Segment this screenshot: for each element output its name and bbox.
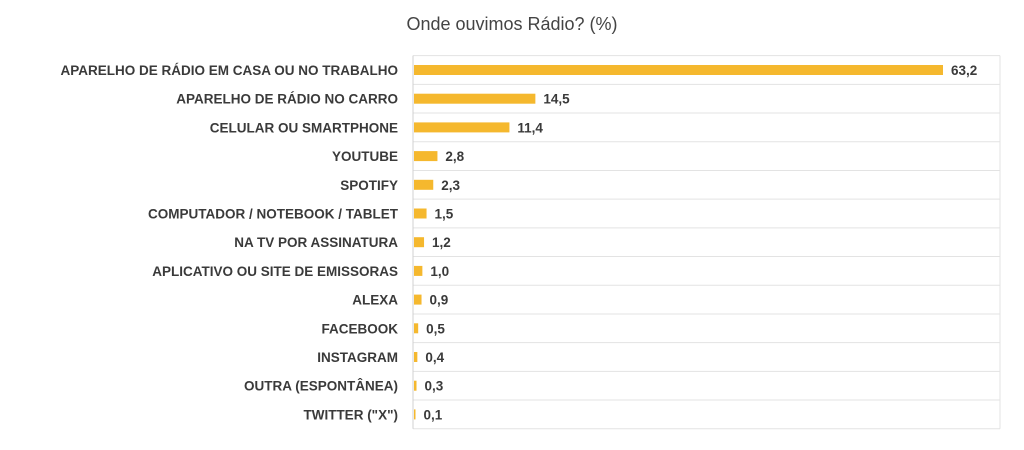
category-label: TWITTER ("X"): [303, 407, 398, 422]
category-label: FACEBOOK: [321, 321, 398, 336]
data-label: 1,0: [430, 264, 449, 279]
data-label: 1,5: [435, 207, 454, 222]
bar: [414, 208, 427, 219]
bar: [414, 380, 417, 391]
bar: [414, 265, 423, 276]
bar: [414, 93, 536, 104]
category-label: ALEXA: [352, 293, 398, 308]
bar: [414, 151, 438, 162]
category-label: CELULAR OU SMARTPHONE: [210, 120, 398, 135]
bar: [414, 409, 416, 420]
data-label: 0,5: [426, 321, 445, 336]
category-label: APLICATIVO OU SITE DE EMISSORAS: [152, 264, 398, 279]
data-label: 0,3: [425, 379, 444, 394]
data-label: 11,4: [517, 120, 543, 135]
data-label: 1,2: [432, 235, 451, 250]
category-label: NA TV POR ASSINATURA: [234, 235, 398, 250]
category-label: APARELHO DE RÁDIO EM CASA OU NO TRABALHO: [61, 63, 399, 78]
data-label: 0,4: [425, 350, 444, 365]
category-label: YOUTUBE: [332, 149, 398, 164]
category-label: INSTAGRAM: [317, 350, 398, 365]
bar: [414, 352, 418, 362]
data-label: 14,5: [543, 92, 570, 107]
bar: [414, 179, 434, 190]
data-label: 2,3: [441, 178, 460, 193]
chart-title: Onde ouvimos Rádio? (%): [406, 14, 618, 34]
data-label: 63,2: [951, 63, 977, 78]
bar: [414, 237, 425, 248]
category-label: COMPUTADOR / NOTEBOOK / TABLET: [148, 207, 399, 222]
data-label: 2,8: [445, 149, 464, 164]
data-label: 0,9: [430, 293, 449, 308]
bar: [414, 294, 422, 305]
bar: [414, 65, 943, 75]
category-label: OUTRA (ESPONTÂNEA): [244, 379, 398, 394]
data-label: 0,1: [424, 407, 443, 422]
bar: [414, 323, 419, 334]
bar: [414, 122, 510, 133]
category-label: SPOTIFY: [340, 178, 398, 193]
category-label: APARELHO DE RÁDIO NO CARRO: [176, 92, 398, 107]
